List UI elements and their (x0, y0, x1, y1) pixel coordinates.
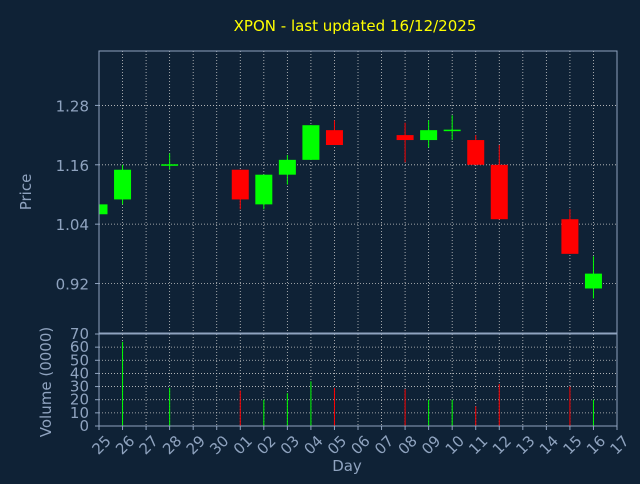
volume-tick-label: 10 (70, 404, 89, 422)
volume-tick-label: 70 (70, 325, 89, 343)
candle-body (114, 169, 132, 200)
price-frame (98, 50, 618, 334)
candle-body (443, 129, 461, 132)
chart-title: XPON - last updated 16/12/2025 (234, 17, 477, 35)
candle-body (99, 204, 108, 215)
candle-body (161, 164, 179, 166)
x-tick-label: 03 (277, 432, 303, 458)
volume-tick-label: 20 (70, 391, 89, 409)
volume-tick-label: 60 (70, 338, 89, 356)
x-tick-label: 16 (583, 432, 609, 458)
x-tick-label: 28 (159, 432, 185, 458)
x-tick-label: 13 (512, 432, 538, 458)
x-tick-label: 04 (300, 432, 326, 458)
price-tick-label: 1.16 (56, 157, 89, 175)
candle-body (325, 130, 343, 145)
x-tick-label: 07 (371, 432, 397, 458)
candle-body (584, 273, 602, 289)
candle-body (231, 169, 249, 200)
x-tick-label: 25 (89, 432, 115, 458)
volume-axis-label: Volume (0000) (37, 327, 55, 437)
price-tick-label: 0.92 (56, 276, 89, 294)
x-tick-label: 01 (230, 432, 256, 458)
x-tick-label: 27 (136, 432, 162, 458)
volume-tick-label: 40 (70, 364, 89, 382)
x-tick-label: 14 (536, 432, 562, 458)
x-axis-label: Day (332, 457, 362, 475)
price-tick-label: 1.04 (56, 216, 89, 234)
price-panel: 1.28 1.16 1.04 0.92 (56, 50, 618, 334)
x-tick-label: 26 (112, 432, 138, 458)
price-axis-label: Price (17, 174, 35, 211)
x-tick-label: 12 (489, 432, 515, 458)
x-tick-label: 09 (418, 432, 444, 458)
x-tick-label: 06 (348, 432, 374, 458)
x-axis: 2526272829300102030405060708091011121314… (89, 426, 633, 458)
x-tick-label: 29 (183, 432, 209, 458)
x-tick-label: 15 (559, 432, 585, 458)
candle-body (561, 219, 579, 254)
candle-body (255, 174, 273, 205)
x-tick-label: 30 (206, 432, 232, 458)
candle-body (420, 130, 438, 141)
x-tick-label: 05 (324, 432, 350, 458)
candle-body (467, 140, 485, 165)
volume-tick-label: 0 (79, 417, 89, 435)
volume-tick-label: 50 (70, 351, 89, 369)
x-tick-label: 17 (607, 432, 633, 458)
volume-tick-label: 30 (70, 378, 89, 396)
candle-body (278, 159, 296, 175)
x-tick-label: 10 (442, 432, 468, 458)
x-tick-label: 02 (253, 432, 279, 458)
price-tick-label: 1.28 (56, 97, 89, 115)
x-tick-label: 11 (465, 432, 491, 458)
candle-body (302, 125, 320, 160)
x-tick-label: 08 (395, 432, 421, 458)
candle-body (396, 135, 414, 141)
candle-body (490, 164, 508, 220)
